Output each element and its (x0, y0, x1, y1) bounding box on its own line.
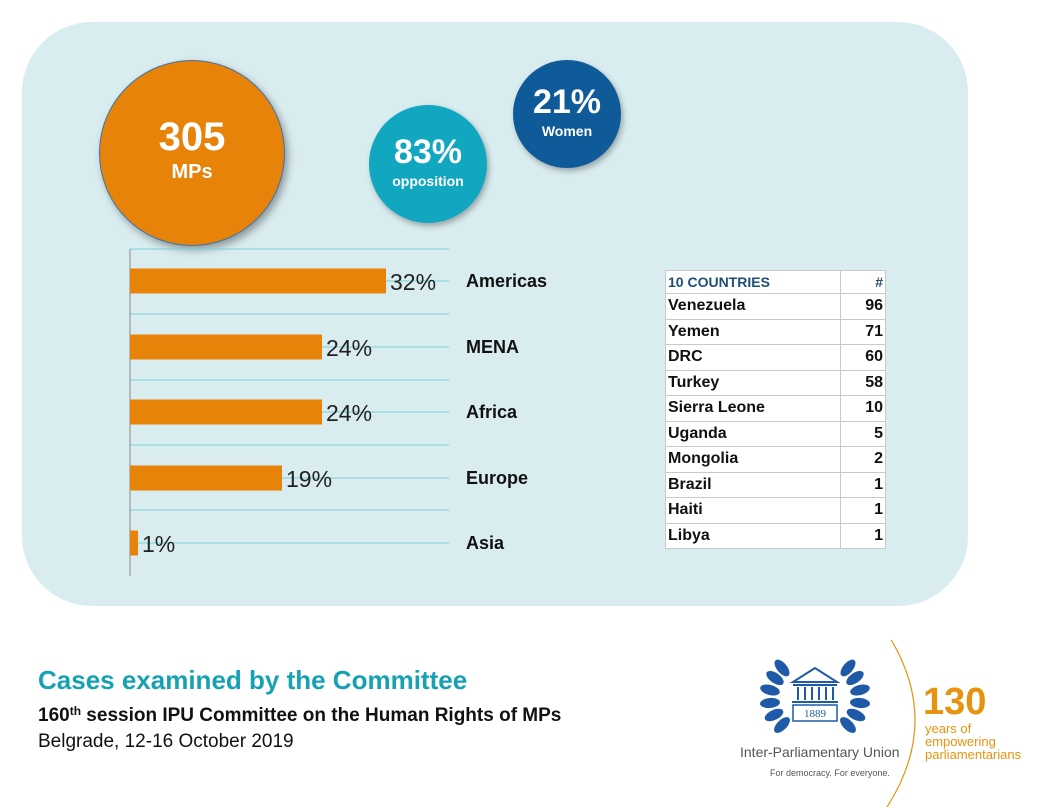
country-name: Haiti (665, 497, 841, 524)
table-row: Venezuela 96 (665, 293, 886, 320)
country-count: 71 (840, 318, 886, 345)
country-name: Turkey (665, 369, 841, 396)
table-row: Uganda 5 (665, 420, 886, 447)
table-row: Mongolia 2 (665, 446, 886, 473)
chart-bar (130, 399, 322, 425)
chart-category-label: Europe (466, 468, 528, 488)
country-name: Mongolia (665, 446, 841, 473)
chart-category-label: Africa (466, 402, 518, 422)
anniversary-line-3: parliamentarians (925, 747, 1022, 762)
table-row: Libya 1 (665, 522, 886, 549)
chart-bar (130, 465, 282, 491)
chart-bar-value-label: 1% (142, 531, 175, 557)
anniversary-number: 130 (923, 681, 987, 723)
chart-bar-value-label: 19% (286, 466, 332, 492)
table-row: Haiti 1 (665, 497, 886, 524)
country-name: Yemen (665, 318, 841, 345)
countries-table-header: 10 COUNTRIES # (665, 270, 886, 294)
parliament-building-icon (789, 666, 841, 703)
ipu-name: Inter-Parliamentary Union (740, 744, 900, 760)
country-count: 58 (840, 369, 886, 396)
chart-category-label: MENA (466, 337, 519, 357)
ipu-logo: 1889 Inter-Parliamentary Union For democ… (720, 640, 1040, 807)
country-count: 2 (840, 446, 886, 473)
country-count: 96 (840, 293, 886, 320)
opposition-share-value: 83% (393, 133, 463, 171)
table-row: Yemen 71 (665, 318, 886, 345)
mps-count-value: 305 (158, 115, 226, 159)
session-subtitle: 160th session IPU Committee on the Human… (38, 704, 561, 727)
country-count: 1 (840, 471, 886, 498)
chart-category-label: Americas (466, 271, 547, 291)
country-name: Venezuela (665, 293, 841, 320)
anniversary-text: years of empowering parliamentarians (925, 722, 1042, 761)
chart-bar-value-label: 24% (326, 400, 372, 426)
laurel-wreath-icon (760, 659, 870, 733)
divider-arc (886, 640, 916, 807)
countries-header-name: 10 COUNTRIES (665, 270, 841, 294)
countries-header-count: # (840, 270, 886, 294)
chart-bar-value-label: 32% (390, 269, 436, 295)
country-name: Sierra Leone (665, 395, 841, 422)
country-name: DRC (665, 344, 841, 371)
chart-category-label: Asia (466, 533, 505, 553)
country-count: 10 (840, 395, 886, 422)
anniversary-line-2: empowering (925, 734, 996, 749)
ipu-emblem-graphic: 1889 (760, 640, 916, 807)
session-location-date: Belgrade, 12-16 October 2019 (38, 731, 294, 752)
table-row: Brazil 1 (665, 471, 886, 498)
mps-count-circle: 305 MPs (99, 60, 285, 246)
ipu-motto: For democracy. For everyone. (770, 768, 890, 778)
country-name: Libya (665, 522, 841, 549)
session-number: 160 (38, 705, 70, 726)
countries-table: 10 COUNTRIES # Venezuela 96 Yemen 71 DRC 60… (665, 270, 886, 549)
chart-bar-value-label: 24% (326, 335, 372, 361)
women-share-circle: 21% Women (513, 60, 621, 168)
table-row: DRC 60 (665, 344, 886, 371)
women-share-value: 21% (532, 83, 602, 121)
emblem-year: 1889 (804, 708, 827, 720)
session-description: session IPU Committee on the Human Right… (81, 705, 562, 726)
country-count: 1 (840, 522, 886, 549)
country-count: 5 (840, 420, 886, 447)
opposition-share-circle: 83% opposition (369, 105, 487, 223)
chart-bar (130, 530, 138, 556)
country-count: 1 (840, 497, 886, 524)
emblem-year-plate (792, 704, 838, 722)
women-share-label: Women (541, 123, 593, 139)
table-row: Turkey 58 (665, 369, 886, 396)
mps-count-label: MPs (171, 161, 213, 183)
chart-bar (130, 268, 386, 294)
country-count: 60 (840, 344, 886, 371)
country-name: Brazil (665, 471, 841, 498)
page-title: Cases examined by the Committee (38, 665, 468, 695)
table-row: Sierra Leone 10 (665, 395, 886, 422)
chart-bar (130, 334, 322, 360)
anniversary-line-1: years of (925, 721, 972, 736)
country-name: Uganda (665, 420, 841, 447)
session-ordinal-suffix: th (69, 704, 82, 718)
opposition-share-label: opposition (392, 173, 464, 189)
